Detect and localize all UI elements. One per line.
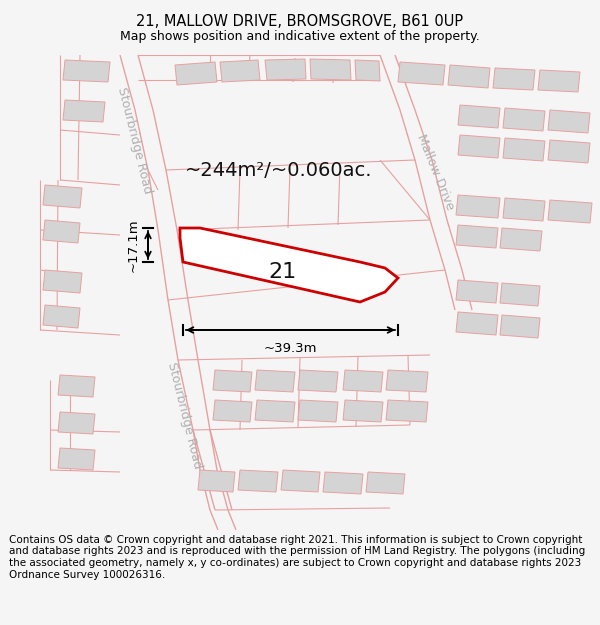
Polygon shape [500, 228, 542, 251]
Polygon shape [255, 370, 295, 392]
Text: ~39.3m: ~39.3m [264, 342, 317, 355]
Polygon shape [538, 70, 580, 92]
Polygon shape [456, 312, 498, 335]
Text: Mallow Drive: Mallow Drive [414, 132, 456, 212]
Polygon shape [386, 370, 428, 392]
Polygon shape [500, 315, 540, 338]
Polygon shape [458, 135, 500, 158]
Text: 21: 21 [268, 262, 296, 282]
Polygon shape [255, 400, 295, 422]
Polygon shape [43, 220, 80, 243]
Polygon shape [458, 105, 500, 128]
Polygon shape [310, 59, 351, 80]
Polygon shape [58, 375, 95, 397]
Polygon shape [548, 200, 592, 223]
Polygon shape [281, 470, 320, 492]
Polygon shape [456, 280, 498, 303]
Polygon shape [198, 470, 235, 492]
Polygon shape [298, 370, 338, 392]
Text: ~244m²/~0.060ac.: ~244m²/~0.060ac. [185, 161, 373, 179]
Text: Stourbridge Road: Stourbridge Road [115, 86, 155, 194]
Polygon shape [323, 472, 363, 494]
Polygon shape [493, 68, 535, 90]
Polygon shape [456, 195, 500, 218]
Text: Contains OS data © Crown copyright and database right 2021. This information is : Contains OS data © Crown copyright and d… [9, 535, 585, 579]
Polygon shape [238, 470, 278, 492]
Polygon shape [503, 108, 545, 131]
Polygon shape [43, 270, 82, 293]
Polygon shape [213, 400, 252, 422]
Polygon shape [548, 110, 590, 133]
Text: 21, MALLOW DRIVE, BROMSGROVE, B61 0UP: 21, MALLOW DRIVE, BROMSGROVE, B61 0UP [136, 14, 464, 29]
Polygon shape [503, 138, 545, 161]
Polygon shape [180, 228, 398, 302]
Polygon shape [43, 185, 82, 208]
Polygon shape [43, 305, 80, 328]
Polygon shape [220, 60, 260, 82]
Polygon shape [58, 448, 95, 470]
Polygon shape [343, 400, 383, 422]
Polygon shape [456, 225, 498, 248]
Polygon shape [398, 62, 445, 85]
Polygon shape [265, 59, 306, 80]
Polygon shape [175, 62, 217, 85]
Polygon shape [63, 100, 105, 122]
Polygon shape [213, 370, 252, 392]
Polygon shape [58, 412, 95, 434]
Polygon shape [343, 370, 383, 392]
Text: ~17.1m: ~17.1m [127, 218, 140, 272]
Polygon shape [548, 140, 590, 163]
Polygon shape [355, 60, 380, 81]
Polygon shape [298, 400, 338, 422]
Polygon shape [63, 60, 110, 82]
Text: Stourbridge Road: Stourbridge Road [166, 361, 205, 469]
Polygon shape [386, 400, 428, 422]
Polygon shape [448, 65, 490, 88]
Text: Map shows position and indicative extent of the property.: Map shows position and indicative extent… [120, 30, 480, 43]
Polygon shape [503, 198, 545, 221]
Polygon shape [366, 472, 405, 494]
Polygon shape [500, 283, 540, 306]
